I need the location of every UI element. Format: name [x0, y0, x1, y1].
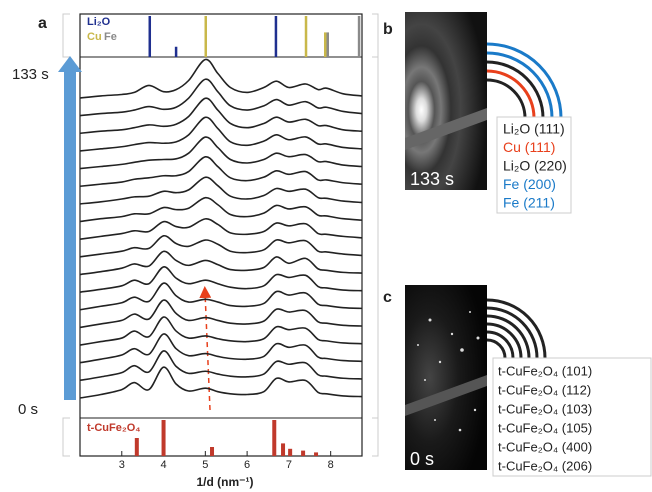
ring-arc [486, 306, 539, 359]
ring-arc [486, 78, 527, 119]
ring-label: t-CuFe₂O₄ (103) [498, 401, 592, 416]
x-tick-label: 8 [328, 459, 334, 471]
panel-label: c [383, 289, 392, 306]
x-tick-label: 5 [202, 459, 208, 471]
spectrum-line [79, 58, 363, 99]
ring-arc [486, 298, 547, 359]
ring-group [486, 298, 547, 359]
ring-label: t-CuFe₂O₄ (101) [498, 363, 592, 378]
spectrum-line [79, 350, 363, 382]
x-tick-label: 3 [119, 459, 125, 471]
spectrum-line [79, 235, 363, 258]
legend-label: Li₂O [87, 16, 111, 28]
legend-box [496, 116, 572, 214]
spectrum-line [79, 78, 363, 117]
reference-bar [272, 420, 277, 456]
diffraction-image [405, 12, 487, 190]
panel-label: b [383, 21, 393, 38]
ring-label: t-CuFe₂O₄ (112) [498, 382, 591, 397]
ring-label: Li₂O (111) [503, 121, 565, 137]
spectrum-line [79, 218, 363, 240]
ring-label: t-CuFe₂O₄ (400) [498, 439, 592, 454]
panel-label: a [38, 15, 47, 32]
reference-bar [314, 452, 319, 456]
legend-box [492, 357, 652, 477]
shift-arrow [199, 286, 212, 411]
legend-label: Cu [87, 31, 102, 43]
spectrum-line [79, 116, 363, 152]
spectrum-line [79, 299, 363, 329]
reference-bar [210, 447, 215, 456]
diffraction-image [405, 285, 487, 470]
x-tick-label: 7 [286, 459, 292, 471]
legend-label: Fe [104, 31, 117, 43]
spectrum-line [79, 136, 363, 170]
spectrum-line [79, 196, 363, 223]
spectrum-line [79, 250, 363, 276]
reference-bar [281, 443, 286, 456]
beam-stop [405, 375, 487, 416]
ring-arc [486, 69, 536, 119]
ring-arc [486, 51, 554, 119]
spectrum-line [79, 282, 363, 311]
spectrum-line [79, 266, 363, 293]
ring-group [486, 42, 563, 119]
spectrum-line [79, 97, 363, 135]
legend-label: t-CuFe₂O₄ [87, 422, 141, 434]
ring-label: Cu (111) [503, 139, 555, 155]
x-tick-label: 6 [244, 459, 250, 471]
spectrum-line [79, 366, 363, 399]
ring-label: Fe (200) [503, 176, 556, 192]
ring-label: t-CuFe₂O₄ (206) [498, 458, 592, 473]
reference-bar [134, 438, 139, 456]
bracket [62, 13, 379, 457]
beam-stop [405, 108, 487, 150]
ring-label: Fe (211) [503, 195, 555, 211]
ring-arc [486, 330, 515, 359]
ring-arc [486, 42, 563, 119]
image-time: 0 s [410, 449, 434, 469]
ring-label: Li₂O (220) [503, 158, 567, 174]
spectrum-line [79, 176, 363, 205]
ring-arc [486, 322, 523, 359]
ring-arc [486, 60, 545, 119]
reference-bar [161, 420, 166, 456]
spectrum-line [79, 333, 363, 364]
spectrum-line [79, 316, 363, 346]
ring-arc [486, 314, 531, 359]
x-axis-title: 1/d (nm⁻¹) [197, 475, 254, 489]
reference-bar [288, 448, 293, 456]
ring-label: t-CuFe₂O₄ (105) [498, 420, 592, 435]
time-label: 0 s [18, 401, 38, 418]
image-time: 133 s [410, 169, 454, 189]
spectrum-line [79, 156, 363, 188]
ring-arc [486, 338, 507, 359]
time-arrow [58, 56, 82, 400]
x-tick-label: 4 [160, 459, 166, 471]
time-label: 133 s [12, 66, 49, 83]
plot-frame [79, 13, 363, 457]
reference-bar [301, 450, 306, 456]
